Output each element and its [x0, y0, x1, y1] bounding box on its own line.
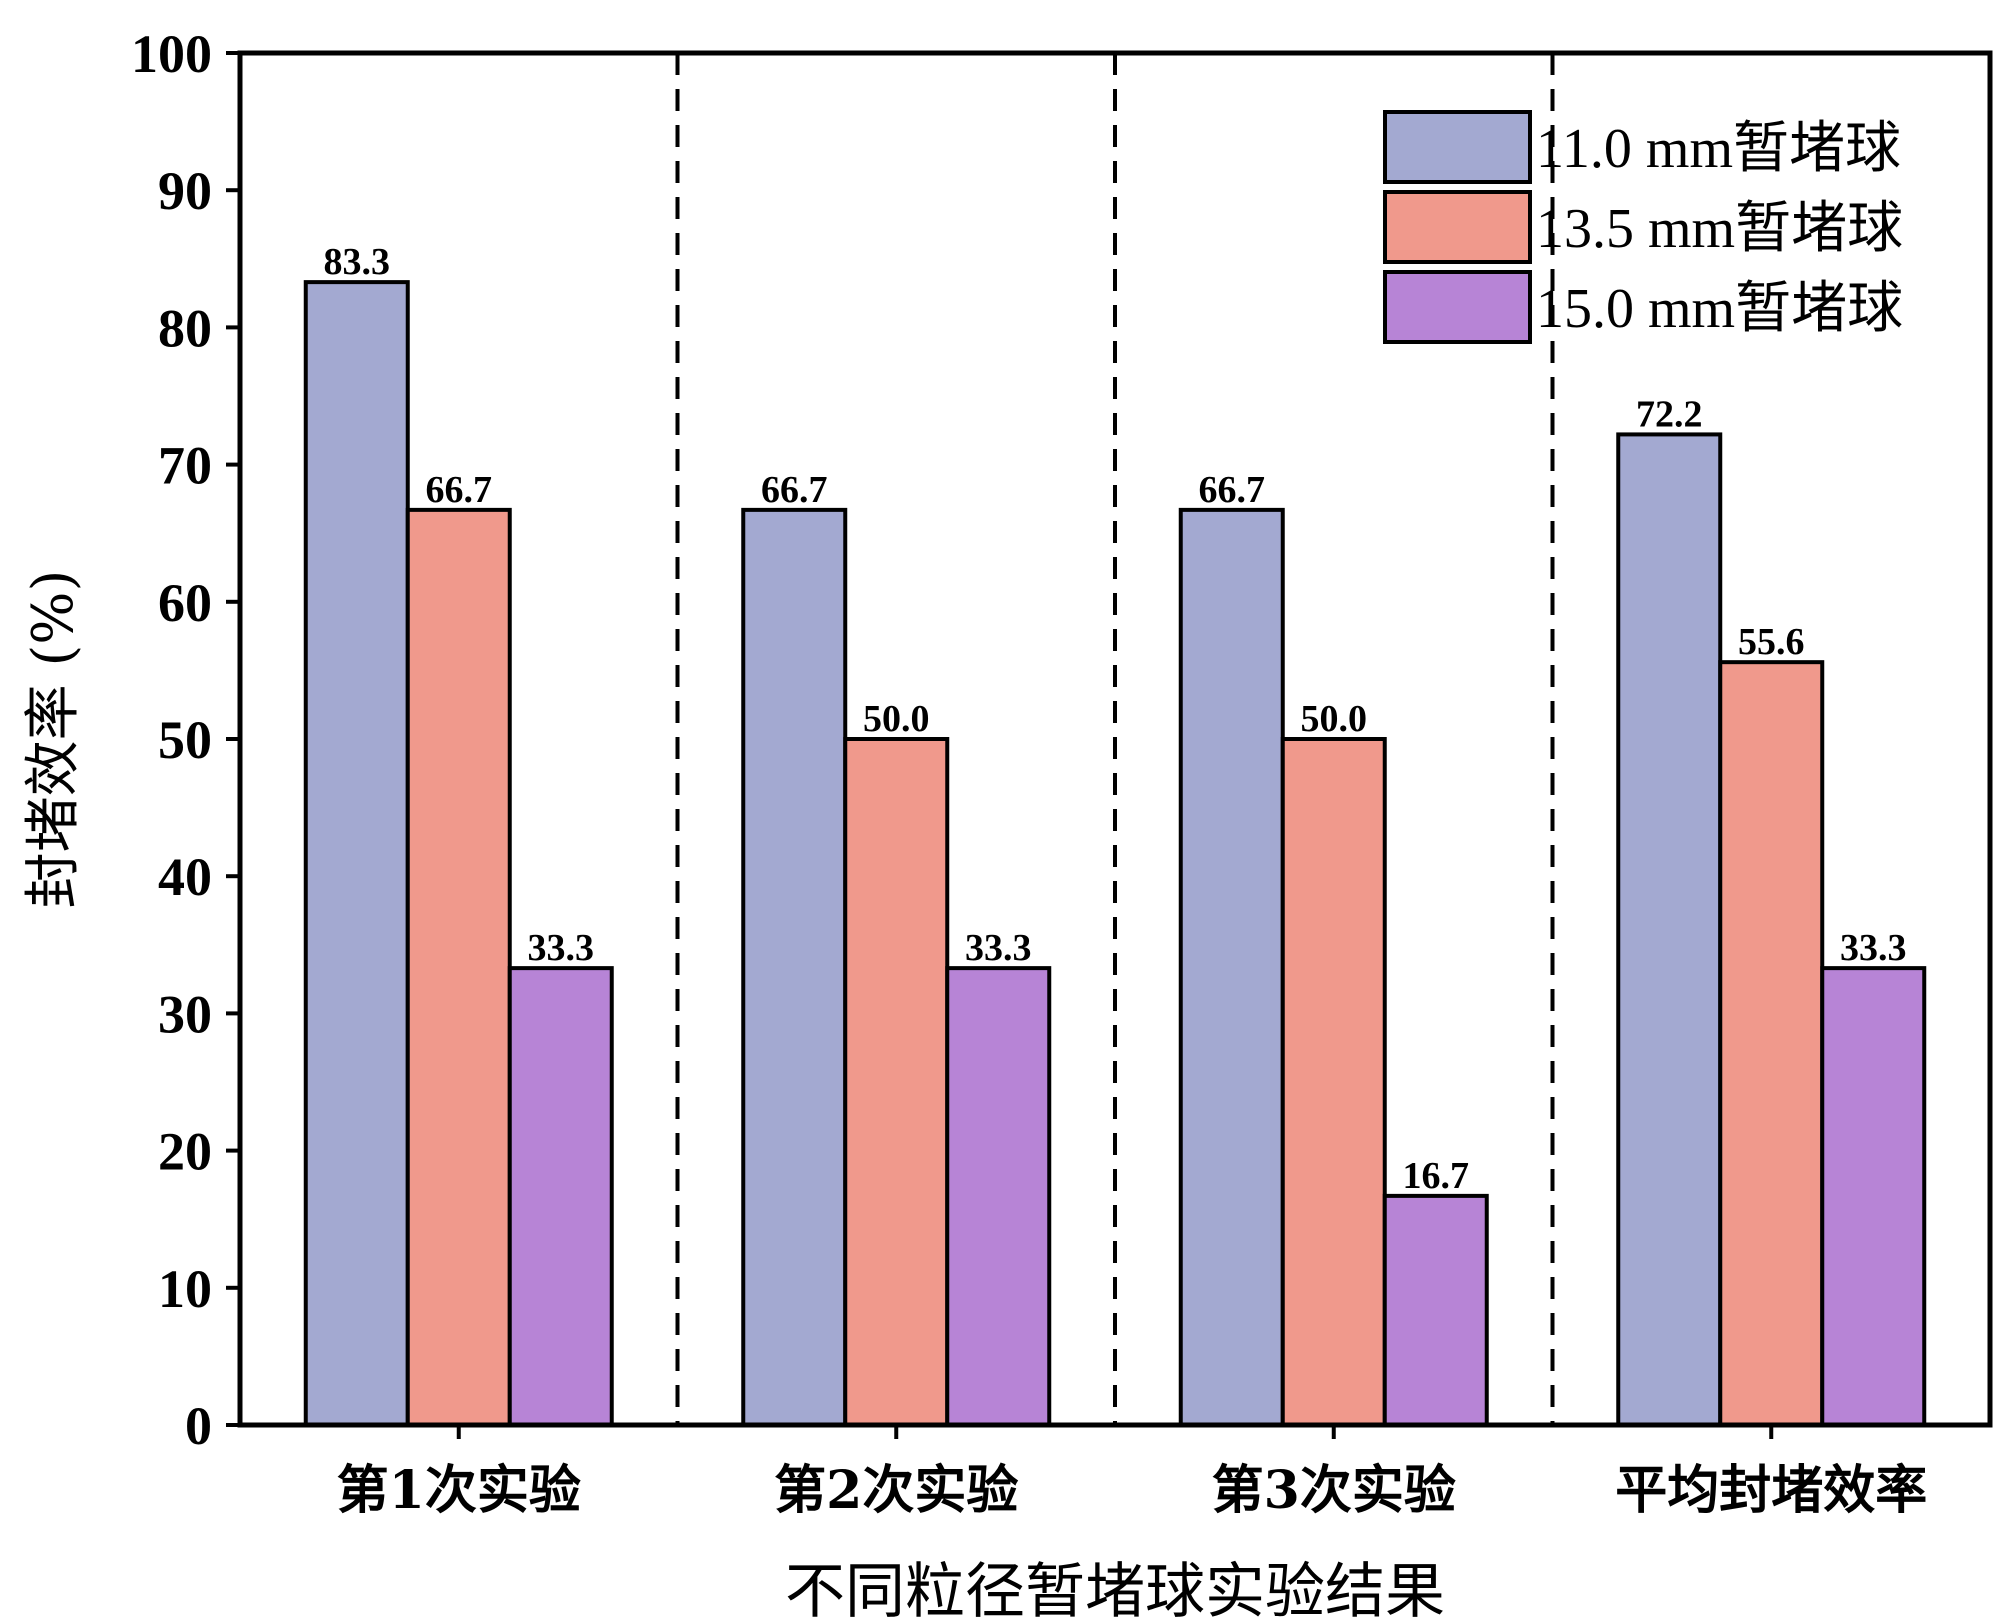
data-label: 16.7 [1403, 1155, 1470, 1197]
data-label: 33.3 [965, 927, 1032, 969]
data-label: 83.3 [324, 241, 391, 283]
bar [1178, 507, 1285, 1428]
data-label: 33.3 [528, 927, 595, 969]
y-tick-label: 90 [158, 161, 212, 221]
x-tick-label: 第3次实验 [1212, 1460, 1456, 1521]
data-label: 50.0 [863, 698, 930, 740]
bar [405, 507, 512, 1428]
y-axis-title: 封堵效率 (%) [21, 570, 86, 909]
y-tick-label: 70 [158, 436, 212, 496]
legend-label: 15.0 mm暂堵球 [1536, 278, 1903, 340]
y-tick-label: 100 [131, 24, 212, 84]
bar [1382, 1193, 1489, 1427]
data-label: 66.7 [426, 469, 493, 511]
legend-swatch [1383, 270, 1532, 344]
data-label: 66.7 [761, 469, 828, 511]
x-axis-title: 不同粒径暂堵球实验结果 [785, 1557, 1445, 1621]
y-tick-label: 50 [158, 710, 212, 770]
bar [1280, 737, 1387, 1427]
data-label: 72.2 [1636, 393, 1703, 435]
x-tick-label: 第2次实验 [774, 1460, 1018, 1521]
y-tick-label: 0 [185, 1396, 212, 1456]
legend: 11.0 mm暂堵球 13.5 mm暂堵球 15.0 mm暂堵球 [1383, 110, 1903, 344]
data-labels: 83.3 66.7 33.3 66.7 50.0 33.3 66.7 50.0 16.7 72.2… [324, 241, 1907, 1197]
data-label: 50.0 [1301, 698, 1368, 740]
plot-area [303, 53, 1927, 1428]
bar [1718, 660, 1825, 1427]
x-tick-label: 第1次实验 [337, 1460, 581, 1521]
y-tick-label: 30 [158, 984, 212, 1044]
y-tick-label: 80 [158, 298, 212, 358]
bar [843, 737, 950, 1427]
bar [507, 966, 614, 1428]
x-tick-label: 平均封堵效率 [1615, 1460, 1927, 1521]
bar [1820, 966, 1927, 1428]
data-label: 33.3 [1840, 927, 1907, 969]
data-label: 66.7 [1199, 469, 1266, 511]
data-label: 55.6 [1738, 621, 1805, 663]
y-tick-label: 60 [158, 573, 212, 633]
y-tick-label: 40 [158, 847, 212, 907]
y-tick-label: 20 [158, 1122, 212, 1182]
bar [741, 507, 848, 1428]
bar [1616, 432, 1723, 1427]
legend-label: 13.5 mm暂堵球 [1536, 198, 1903, 260]
bar [945, 966, 1052, 1428]
legend-swatch [1383, 190, 1532, 264]
bar [303, 280, 410, 1427]
legend-swatch [1383, 110, 1532, 184]
legend-label: 11.0 mm暂堵球 [1536, 118, 1901, 180]
axes: 第1次实验 第2次实验 第3次实验 平均封堵效率 0 10 20 30 40 50 60 70 80 90… [131, 24, 1993, 1521]
y-tick-label: 10 [158, 1259, 212, 1319]
